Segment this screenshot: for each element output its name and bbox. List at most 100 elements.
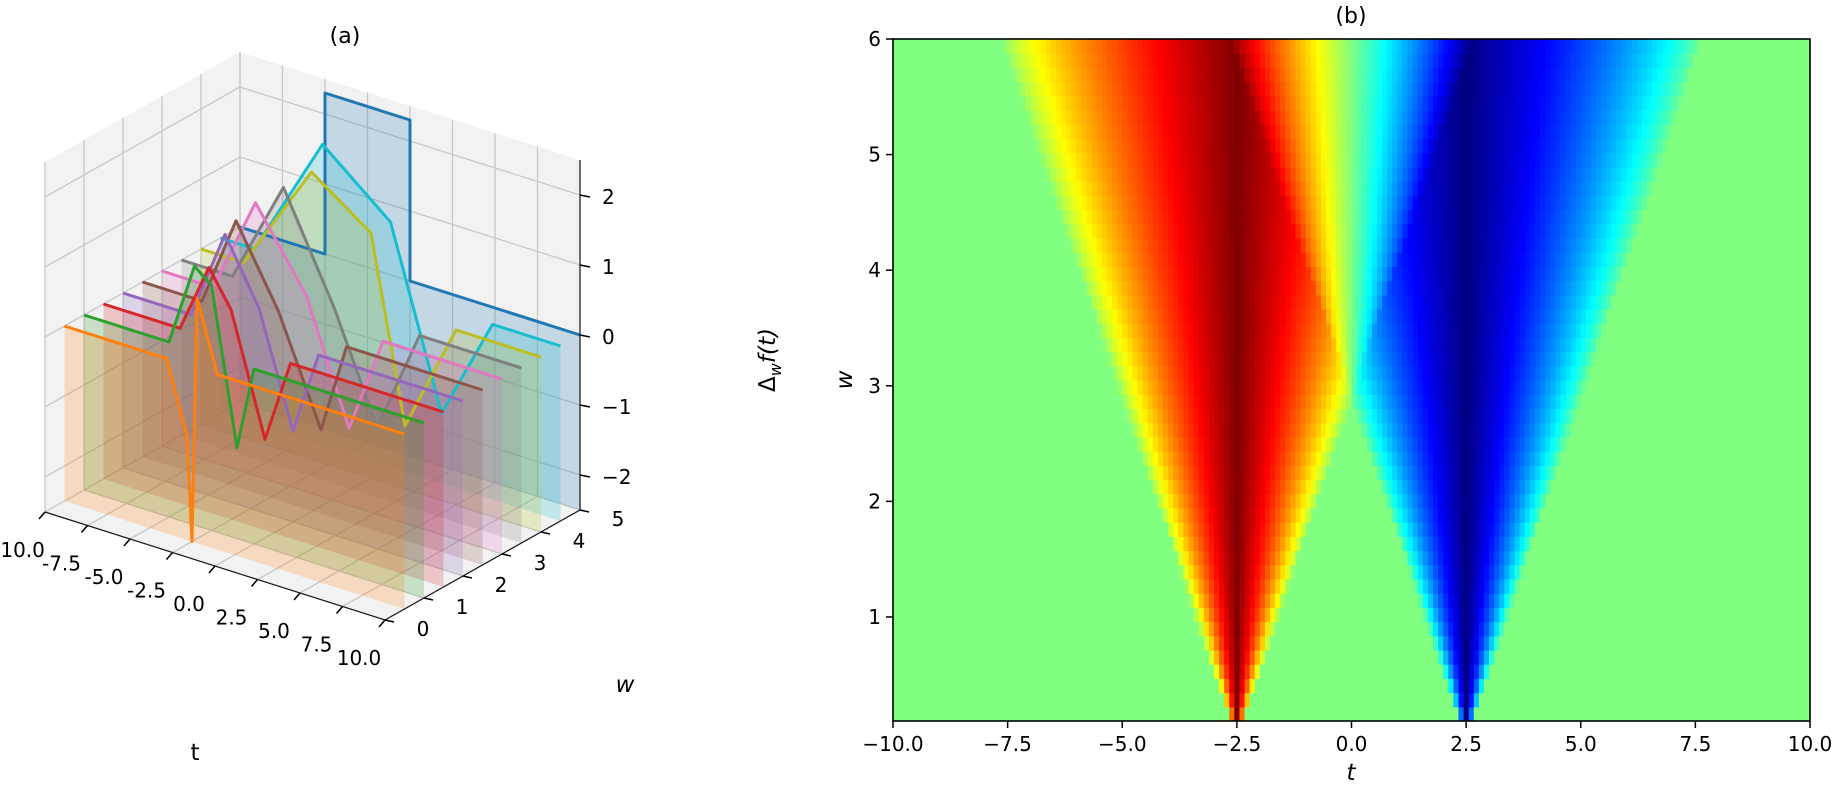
heat-cell bbox=[1025, 465, 1032, 481]
heat-cell bbox=[1703, 479, 1709, 495]
heat-cell bbox=[1239, 422, 1246, 438]
heat-cell bbox=[1290, 394, 1297, 410]
heat-cell bbox=[1173, 365, 1179, 381]
heat-cell bbox=[1453, 436, 1460, 452]
heat-cell bbox=[1112, 394, 1118, 410]
heat-cell bbox=[979, 536, 986, 552]
heat-cell bbox=[1122, 564, 1128, 580]
heat-cell bbox=[1483, 422, 1490, 438]
heat-cell bbox=[1468, 479, 1475, 495]
heat-cell bbox=[1239, 536, 1246, 552]
heat-cell bbox=[1779, 507, 1786, 523]
heat-cell bbox=[979, 664, 986, 679]
heat-cell bbox=[1081, 649, 1088, 665]
heat-cell bbox=[1382, 550, 1388, 566]
heat-cell bbox=[1081, 465, 1088, 481]
heat-cell bbox=[1550, 422, 1556, 438]
heat-cell bbox=[1433, 692, 1439, 708]
heat-cell bbox=[1448, 664, 1454, 679]
heat-cell bbox=[1407, 522, 1414, 537]
heat-cell bbox=[1331, 578, 1337, 594]
heat-cell bbox=[1494, 507, 1500, 523]
heat-cell bbox=[969, 394, 976, 410]
heat-cell bbox=[1692, 593, 1699, 608]
heat-cell bbox=[1519, 621, 1526, 637]
heat-cell bbox=[1163, 593, 1169, 608]
heat-cell bbox=[943, 578, 950, 594]
heat-cell bbox=[1764, 649, 1770, 665]
heat-cell bbox=[1458, 635, 1465, 651]
heat-cell bbox=[1045, 394, 1052, 410]
heat-cell bbox=[1030, 706, 1037, 721]
heat-cell bbox=[1285, 436, 1291, 452]
heat-cell bbox=[898, 323, 904, 338]
heat-cell bbox=[1229, 465, 1235, 481]
heat-cell bbox=[1056, 692, 1062, 708]
heat-cell bbox=[1188, 564, 1195, 580]
heat-cell bbox=[1529, 351, 1536, 367]
heat-cell bbox=[1458, 351, 1465, 367]
heat-cell bbox=[1066, 380, 1072, 395]
heat-cell bbox=[1208, 507, 1215, 523]
heat-cell bbox=[1575, 522, 1582, 537]
heat-cell bbox=[1453, 351, 1460, 367]
heat-cell bbox=[1672, 550, 1679, 566]
heat-cell bbox=[1341, 380, 1347, 395]
heat-cell bbox=[1387, 706, 1393, 721]
heat-cell bbox=[1244, 408, 1251, 424]
heat-cell bbox=[1392, 664, 1398, 679]
heat-cell bbox=[1336, 706, 1342, 721]
heat-cell bbox=[933, 649, 940, 665]
heat-cell bbox=[954, 394, 960, 410]
heat-cell bbox=[908, 578, 914, 594]
heat-cell bbox=[1096, 607, 1103, 623]
heat-cell bbox=[1091, 664, 1098, 679]
heat-cell bbox=[1682, 649, 1689, 665]
heat-cell bbox=[1305, 337, 1312, 353]
heat-cell bbox=[1545, 465, 1551, 481]
heat-cell bbox=[1779, 664, 1786, 679]
heat-cell bbox=[1606, 578, 1612, 594]
heat-cell bbox=[918, 365, 925, 381]
heat-cell bbox=[1789, 678, 1796, 694]
heat-cell bbox=[1789, 635, 1796, 651]
heat-cell bbox=[1667, 550, 1674, 566]
heat-cell bbox=[1086, 408, 1093, 424]
heat-cell bbox=[1667, 380, 1674, 395]
heat-cell bbox=[1723, 678, 1730, 694]
heat-cell bbox=[928, 451, 935, 466]
heat-cell bbox=[1458, 607, 1465, 623]
heat-cell bbox=[1234, 578, 1241, 594]
heat-cell bbox=[1580, 365, 1587, 381]
heat-cell bbox=[1045, 522, 1052, 537]
heat-cell bbox=[1687, 621, 1694, 637]
heat-cell bbox=[1356, 465, 1363, 481]
heat-cell bbox=[1631, 337, 1638, 353]
heat-cell bbox=[1565, 664, 1572, 679]
heat-cell bbox=[1703, 593, 1709, 608]
series-fill-w-2 bbox=[123, 234, 463, 576]
heat-cell bbox=[1178, 408, 1184, 424]
heat-cell bbox=[1417, 422, 1424, 438]
heat-cell bbox=[1188, 394, 1195, 410]
heat-cell bbox=[1514, 365, 1521, 381]
heat-cell bbox=[1122, 550, 1128, 566]
heat-cell bbox=[1611, 337, 1618, 353]
heat-cell bbox=[1025, 522, 1032, 537]
heat-cell bbox=[903, 522, 909, 537]
heat-cell bbox=[1412, 593, 1419, 608]
heat-cell bbox=[1453, 465, 1460, 481]
heat-cell bbox=[903, 451, 909, 466]
x-tick-label: -7.5 bbox=[42, 552, 81, 576]
heat-cell bbox=[1346, 649, 1353, 665]
series-line-w-5 bbox=[239, 91, 581, 337]
heat-cell bbox=[1137, 408, 1144, 424]
heat-cell bbox=[1234, 408, 1241, 424]
heat-cell bbox=[1331, 408, 1337, 424]
heat-cell bbox=[1514, 351, 1521, 367]
heat-cell bbox=[1794, 394, 1801, 410]
heat-cell bbox=[1580, 351, 1587, 367]
heat-cell bbox=[1341, 408, 1347, 424]
heat-cell bbox=[1560, 479, 1567, 495]
heat-cell bbox=[1478, 607, 1485, 623]
